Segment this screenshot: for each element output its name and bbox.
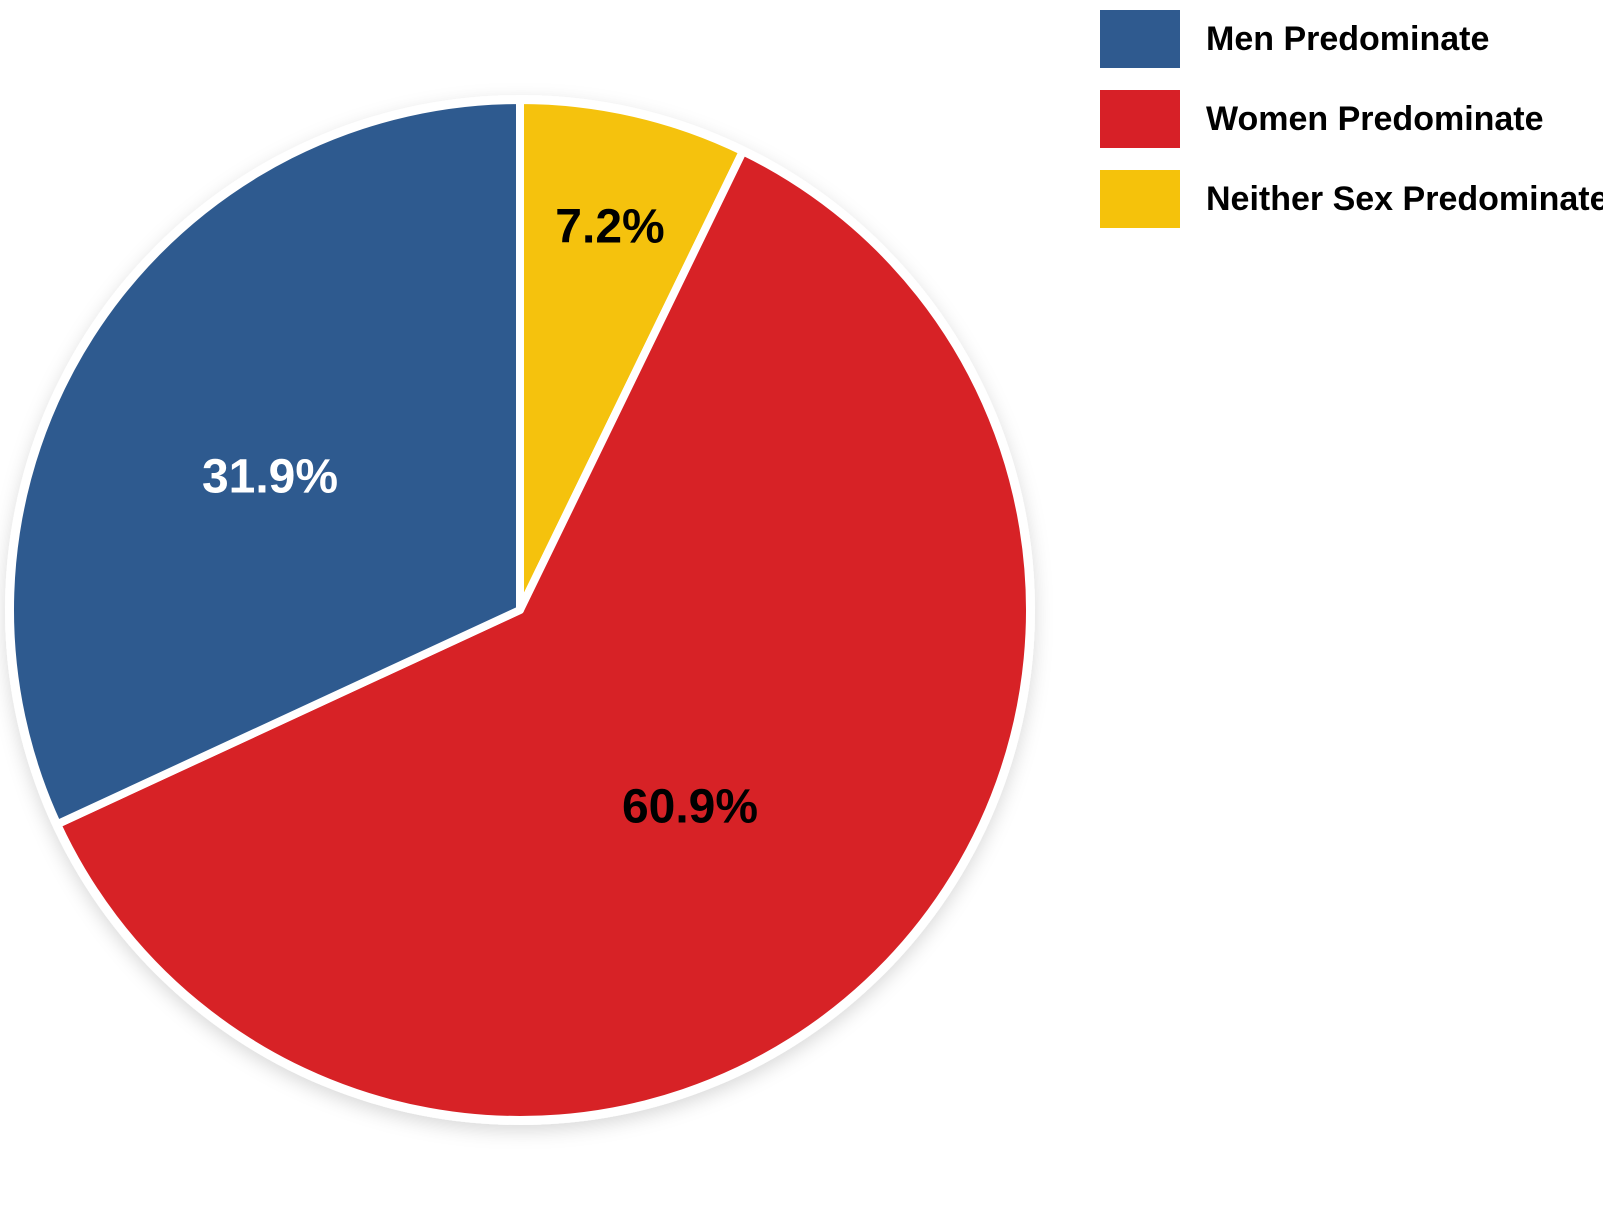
- legend-label: Women Predominate: [1206, 100, 1544, 139]
- legend-label: Neither Sex Predominates: [1206, 180, 1603, 219]
- legend-item: Women Predominate: [1100, 90, 1603, 148]
- pie-chart: 7.2% 60.9% 31.9%: [0, 0, 1070, 1165]
- legend-item: Neither Sex Predominates: [1100, 170, 1603, 228]
- legend-swatch: [1100, 90, 1180, 148]
- slice-value-label: 60.9%: [622, 781, 758, 834]
- legend-item: Men Predominate: [1100, 10, 1603, 68]
- slice-value-label: 7.2%: [555, 201, 664, 254]
- slice-value-label: 31.9%: [202, 451, 338, 504]
- legend-label: Men Predominate: [1206, 20, 1489, 59]
- legend-swatch: [1100, 170, 1180, 228]
- legend-swatch: [1100, 10, 1180, 68]
- legend: Men Predominate Women Predominate Neither …: [1100, 10, 1603, 250]
